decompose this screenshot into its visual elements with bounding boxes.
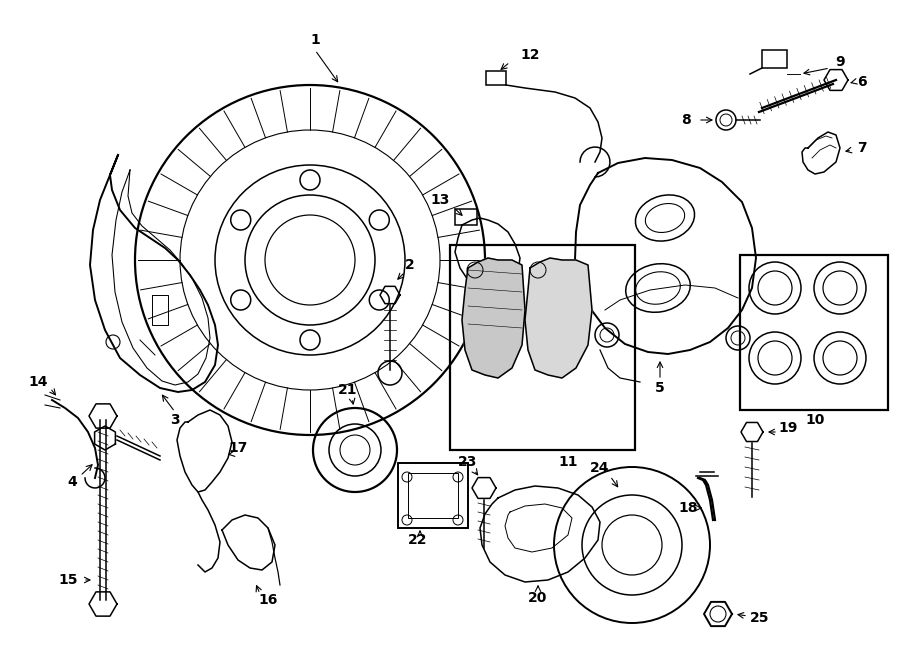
- Bar: [450, 245, 635, 450]
- Text: 15: 15: [58, 573, 77, 587]
- Text: 13: 13: [430, 193, 450, 207]
- Text: 25: 25: [751, 611, 770, 625]
- Bar: [455, 209, 477, 225]
- Text: 3: 3: [170, 413, 180, 427]
- Bar: [408, 473, 458, 518]
- Text: 19: 19: [778, 421, 797, 435]
- Polygon shape: [480, 486, 600, 582]
- Bar: [740, 255, 888, 410]
- Text: 5: 5: [655, 381, 665, 395]
- Text: 22: 22: [409, 533, 428, 547]
- Bar: [486, 71, 506, 85]
- Text: 12: 12: [520, 48, 540, 62]
- Polygon shape: [575, 158, 756, 354]
- Text: 24: 24: [590, 461, 610, 475]
- Text: 20: 20: [528, 591, 548, 605]
- Text: 1: 1: [310, 33, 320, 47]
- Text: 4: 4: [68, 475, 76, 489]
- Text: 2: 2: [405, 258, 415, 272]
- Text: 6: 6: [857, 75, 867, 89]
- Text: 23: 23: [458, 455, 478, 469]
- Polygon shape: [525, 258, 592, 378]
- Text: 11: 11: [558, 455, 578, 469]
- Text: 7: 7: [857, 141, 867, 155]
- Text: 18: 18: [679, 501, 698, 515]
- Text: 16: 16: [258, 593, 278, 607]
- Bar: [762, 50, 787, 68]
- Text: 17: 17: [229, 441, 248, 455]
- Text: 21: 21: [338, 383, 358, 397]
- Bar: [398, 463, 468, 528]
- Text: 9: 9: [835, 55, 845, 69]
- Text: 10: 10: [806, 413, 824, 427]
- Text: 14: 14: [28, 375, 48, 389]
- Text: 8: 8: [681, 113, 691, 127]
- Polygon shape: [462, 258, 525, 378]
